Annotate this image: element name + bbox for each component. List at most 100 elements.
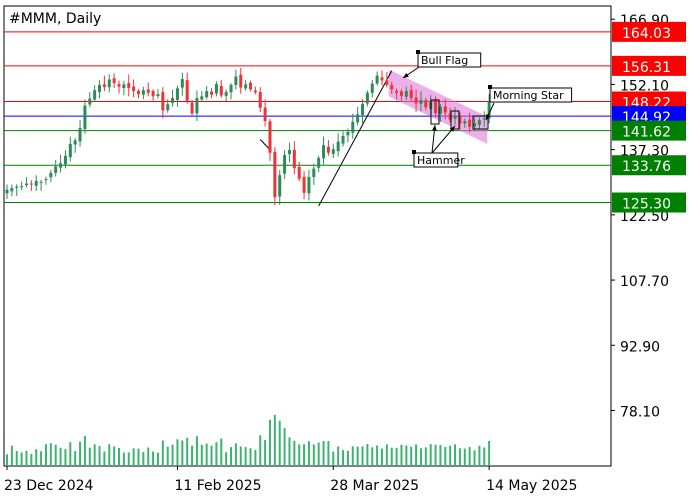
- candle-body: [210, 91, 214, 95]
- volume-bar: [230, 447, 233, 466]
- volume-bar: [342, 450, 345, 466]
- candle-body: [434, 100, 438, 114]
- volume-bar: [137, 448, 140, 466]
- volume-bar: [488, 441, 491, 466]
- x-axis: 23 Dec 2024 11 Feb 2025 28 Mar 2025 14 May …: [4, 466, 577, 494]
- candle-body: [424, 100, 428, 108]
- candle-body: [346, 132, 350, 136]
- volume-bar: [166, 446, 169, 466]
- volume-bar: [449, 445, 452, 466]
- volume-bar: [181, 440, 184, 466]
- volume-bar: [259, 435, 262, 466]
- candle-body: [171, 98, 175, 104]
- volume-bar: [268, 419, 271, 466]
- candle-body: [341, 135, 345, 144]
- candle-body: [244, 84, 248, 89]
- candle-body: [326, 146, 330, 153]
- candle-body: [414, 97, 418, 104]
- candle-body: [443, 106, 447, 113]
- volume-bar: [186, 437, 189, 466]
- candle-body: [156, 94, 160, 96]
- candle-body: [234, 76, 238, 86]
- candle-body: [482, 118, 486, 120]
- candle-body: [29, 183, 33, 185]
- candle-body: [83, 105, 87, 130]
- candle-body: [44, 179, 48, 181]
- candle-body: [180, 79, 184, 88]
- volume-bar: [83, 435, 86, 466]
- volume-bar: [307, 441, 310, 466]
- candle-body: [458, 116, 462, 124]
- y-axis: 166.90152.10137.30122.50107.7092.9078.10…: [611, 13, 686, 420]
- volume-bar: [322, 440, 325, 466]
- y-tick-label: 78.10: [620, 404, 660, 420]
- volume-bar: [6, 454, 8, 466]
- candle-body: [205, 91, 209, 98]
- candles: [5, 67, 491, 206]
- candle-body: [307, 176, 311, 194]
- candle-body: [375, 75, 379, 84]
- volume-bar: [200, 444, 203, 466]
- candle-body: [49, 172, 53, 178]
- level-tag-resistance: [612, 21, 686, 42]
- volume-bar: [298, 444, 301, 466]
- volume-bar: [380, 448, 383, 466]
- volume-bar: [468, 447, 471, 466]
- candle-body: [185, 80, 189, 101]
- candle-body: [98, 84, 102, 92]
- volume-bar: [390, 447, 393, 466]
- volume-bar: [478, 445, 481, 466]
- candle-body: [239, 74, 243, 88]
- plot-frame: [3, 5, 612, 467]
- candle-body: [419, 99, 423, 104]
- volume-bar: [98, 446, 101, 466]
- candle-body: [453, 115, 457, 119]
- volume-bar: [429, 444, 432, 466]
- volume-bar: [234, 443, 237, 466]
- y-tick-label: 122.50: [620, 209, 669, 225]
- bull-flag-arrow-head: [403, 72, 409, 78]
- volume-bar: [103, 451, 106, 466]
- candle-body: [166, 104, 170, 111]
- candle-body: [268, 121, 272, 153]
- volume-bar: [249, 448, 252, 466]
- candle-body: [78, 128, 82, 142]
- candle-body: [253, 90, 257, 93]
- candle-body: [312, 168, 316, 177]
- volume-bar: [195, 436, 198, 466]
- x-tick-label: 23 Dec 2024: [4, 478, 94, 494]
- candle-body: [219, 85, 223, 96]
- volume-bar: [371, 447, 374, 466]
- candle-body: [263, 107, 267, 121]
- candle-body: [117, 84, 121, 87]
- candle-body: [380, 77, 384, 81]
- volume-bar: [454, 444, 457, 466]
- candle-body: [195, 98, 199, 114]
- candle-body: [390, 85, 394, 90]
- candle-body: [438, 106, 442, 114]
- candle-body: [331, 149, 335, 154]
- candle-body: [317, 158, 321, 168]
- candle-body: [258, 91, 262, 108]
- candle-body: [487, 101, 491, 119]
- level-tag-label: 125.30: [622, 197, 671, 213]
- volume-bar: [93, 444, 96, 466]
- candle-body: [302, 176, 306, 193]
- volume-bar: [205, 443, 208, 466]
- hammer-box-2: [450, 110, 460, 130]
- candle-body: [107, 79, 111, 88]
- candle-body: [151, 90, 155, 97]
- x-tick-label: 11 Feb 2025: [174, 478, 261, 494]
- volume-bar: [458, 448, 461, 466]
- candle-body: [136, 90, 140, 95]
- candle-body: [132, 86, 136, 92]
- volume-bar: [142, 452, 145, 466]
- candle-body: [473, 123, 477, 127]
- candle-body: [102, 84, 106, 88]
- volume-bar: [332, 451, 335, 466]
- candle-body: [278, 175, 282, 197]
- candle-body: [404, 91, 408, 97]
- volume-bar: [49, 443, 52, 466]
- candle-body: [127, 83, 131, 88]
- candle-body: [448, 113, 452, 120]
